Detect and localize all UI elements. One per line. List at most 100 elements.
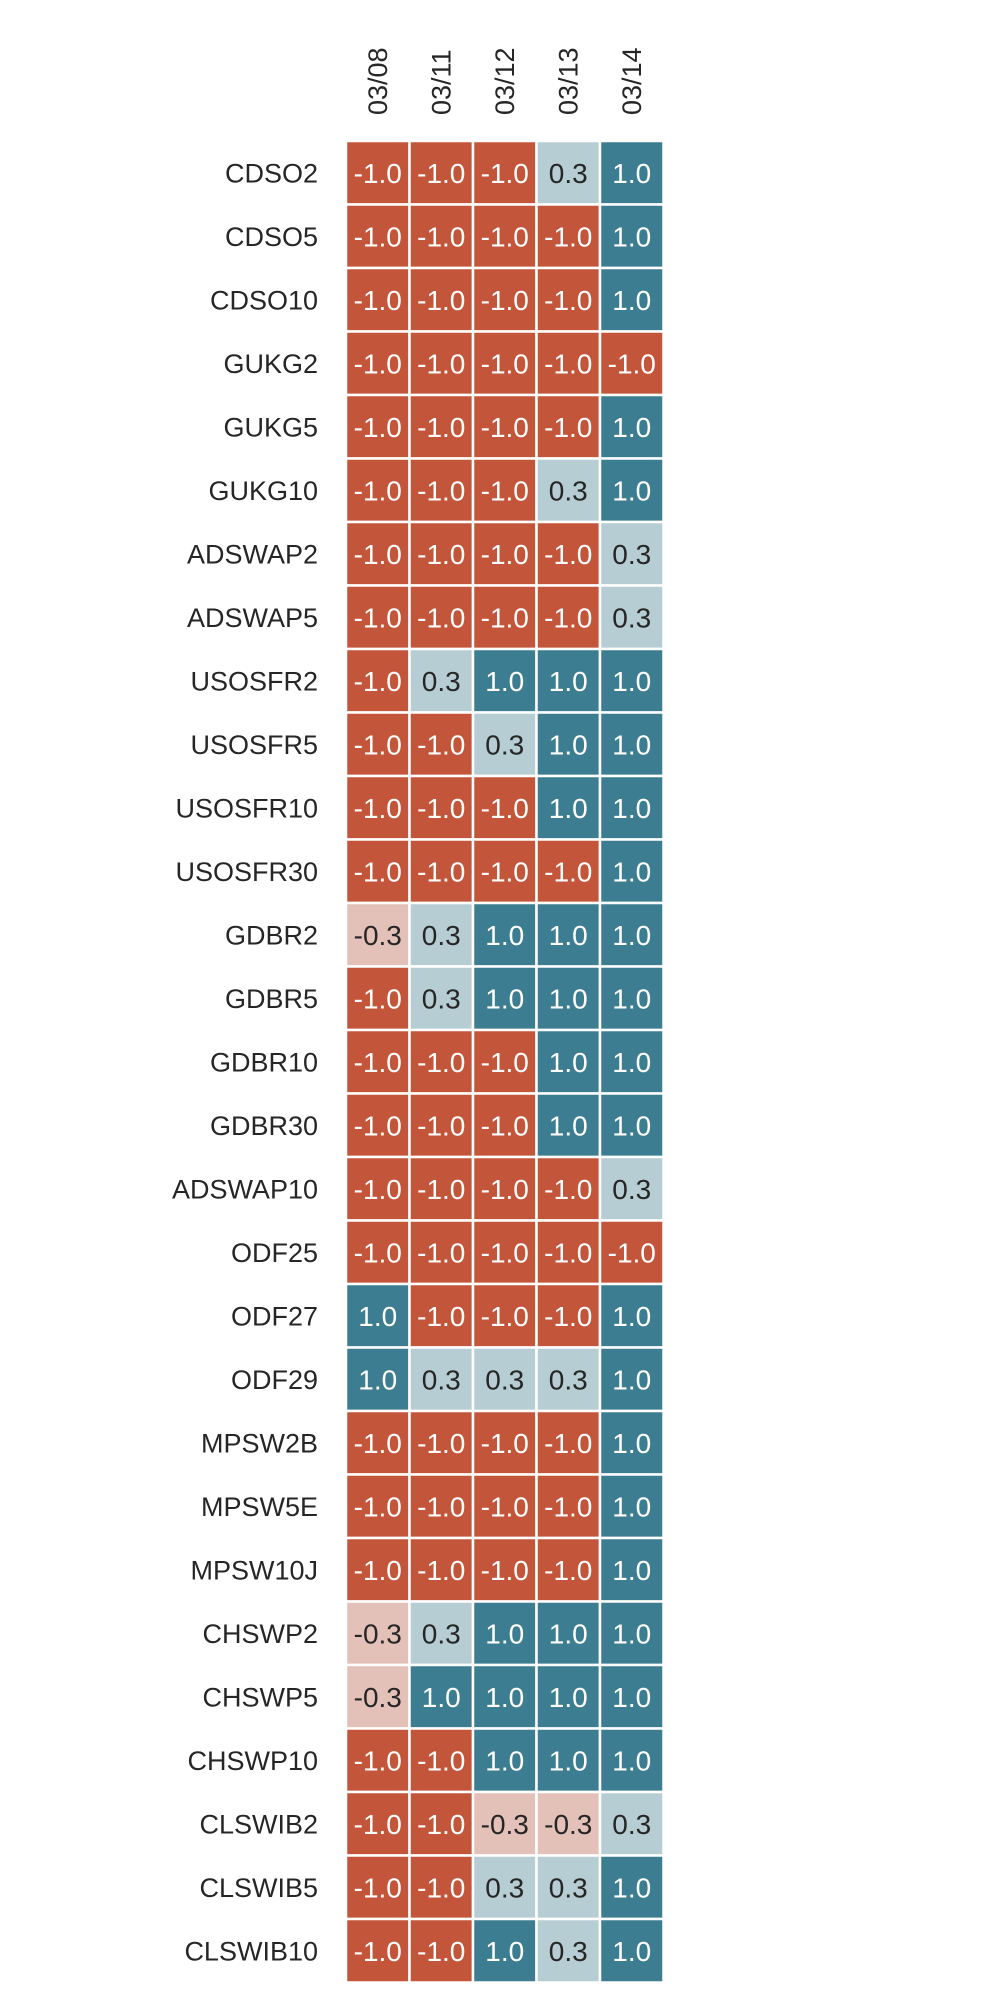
heatmap-cell [408,1346,475,1413]
heatmap-cell [471,1727,538,1794]
cell-value-label: 1.0 [485,666,524,697]
heatmap-cell [598,647,665,714]
cell-value-label: 0.3 [612,1809,651,1840]
heatmap-cell [471,203,538,270]
cell-value-label: -1.0 [417,1555,465,1586]
heatmap-cell [408,1727,475,1794]
heatmap-cell [344,1663,411,1730]
cell-value-label: -1.0 [417,856,465,887]
cell-value-label: -1.0 [608,1237,656,1268]
row-label: USOSFR30 [175,857,318,887]
row-label: CLSWIB10 [184,1936,318,1966]
cell-value-label: -1.0 [354,793,402,824]
cell-value-label: -1.0 [544,1301,592,1332]
cell-value-label: -1.0 [354,1745,402,1776]
heatmap-cell [408,1028,475,1095]
row-label: GUKG10 [208,476,318,506]
cell-value-label: -1.0 [481,1174,529,1205]
heatmap-cell [408,457,475,524]
cell-value-label: -1.0 [354,1555,402,1586]
heatmap-cell [408,1092,475,1159]
cell-value-label: -1.0 [417,158,465,189]
heatmap-cell [408,393,475,460]
heatmap-cell [471,711,538,778]
heatmap-cell [598,1028,665,1095]
row-label: CLSWIB2 [199,1809,318,1839]
heatmap-cell [344,711,411,778]
cell-value-label: -1.0 [354,1237,402,1268]
cell-value-label: -1.0 [354,856,402,887]
row-label: GDBR10 [210,1047,318,1077]
cell-value-label: 1.0 [549,1047,588,1078]
cell-value-label: 1.0 [612,1428,651,1459]
cell-value-label: -1.0 [417,793,465,824]
row-label: GDBR2 [225,920,318,950]
row-label: ODF25 [231,1238,318,1268]
cell-value-label: 1.0 [612,1745,651,1776]
heatmap-cell [344,520,411,587]
cell-value-label: 0.3 [612,539,651,570]
cell-value-label: 1.0 [549,729,588,760]
cell-value-label: 1.0 [549,793,588,824]
heatmap-cell [598,1790,665,1857]
cell-value-label: -1.0 [417,539,465,570]
cell-value-label: 1.0 [485,983,524,1014]
heatmap-cell [344,1346,411,1413]
cell-value-label: 1.0 [612,221,651,252]
heatmap-cell [598,457,665,524]
cell-value-label: -1.0 [417,475,465,506]
column-label: 03/08 [363,47,393,115]
heatmap-cell [471,965,538,1032]
heatmap-cell [344,203,411,270]
heatmap-cell [535,266,602,333]
heatmap-cell [598,1473,665,1540]
heatmap-cell [471,1028,538,1095]
cell-value-label: 1.0 [612,1110,651,1141]
cell-value-label: -1.0 [417,729,465,760]
cell-value-label: 1.0 [612,1491,651,1522]
column-label: 03/14 [617,47,647,115]
row-label: USOSFR5 [190,730,318,760]
cell-value-label: 0.3 [612,602,651,633]
cell-value-label: -1.0 [354,1174,402,1205]
cell-value-label: -1.0 [544,285,592,316]
column-labels: 03/08 03/11 03/12 03/13 03/14 [363,47,647,115]
cell-value-label: 1.0 [612,1364,651,1395]
heatmap-cell [535,1346,602,1413]
row-labels: CDSO2 CDSO5 CDSO10 GUKG2 GUKG5 GUKG10 ADSWAP2 A… [172,158,318,1966]
heatmap-cell [471,393,538,460]
heatmap-cell [471,1346,538,1413]
cell-value-label: -1.0 [481,1237,529,1268]
cell-value-label: -1.0 [354,221,402,252]
row-label: ADSWAP5 [187,603,318,633]
cell-value-label: -1.0 [417,1809,465,1840]
heatmap-cell [535,1727,602,1794]
heatmap-cell [344,1790,411,1857]
cell-value-label: -0.3 [544,1809,592,1840]
cell-value-label: 0.3 [422,1618,461,1649]
heatmap-cell [408,1536,475,1603]
heatmap-cell [471,1917,538,1984]
heatmap-cell [535,965,602,1032]
cell-value-label: -1.0 [544,1174,592,1205]
row-label: GUKG5 [223,412,318,442]
cell-value-label: -1.0 [417,1174,465,1205]
cell-value-label: -1.0 [417,1872,465,1903]
cell-value-label: 1.0 [549,920,588,951]
heatmap-cell [598,1663,665,1730]
cell-value-label: -1.0 [417,1491,465,1522]
cell-value-label: -1.0 [354,475,402,506]
cell-value-label: -1.0 [544,539,592,570]
row-label: MPSW2B [201,1428,318,1458]
cell-value-label: 1.0 [612,1301,651,1332]
cell-value-label: -1.0 [354,1047,402,1078]
cell-value-label: 1.0 [612,856,651,887]
cell-value-label: -1.0 [481,158,529,189]
cell-value-label: -1.0 [417,602,465,633]
cell-value-label: 0.3 [549,158,588,189]
cell-value-label: -1.0 [354,666,402,697]
cell-value-label: -1.0 [354,1428,402,1459]
row-label: GDBR30 [210,1111,318,1141]
cell-value-label: 1.0 [485,1682,524,1713]
cell-value-label: -1.0 [417,1745,465,1776]
